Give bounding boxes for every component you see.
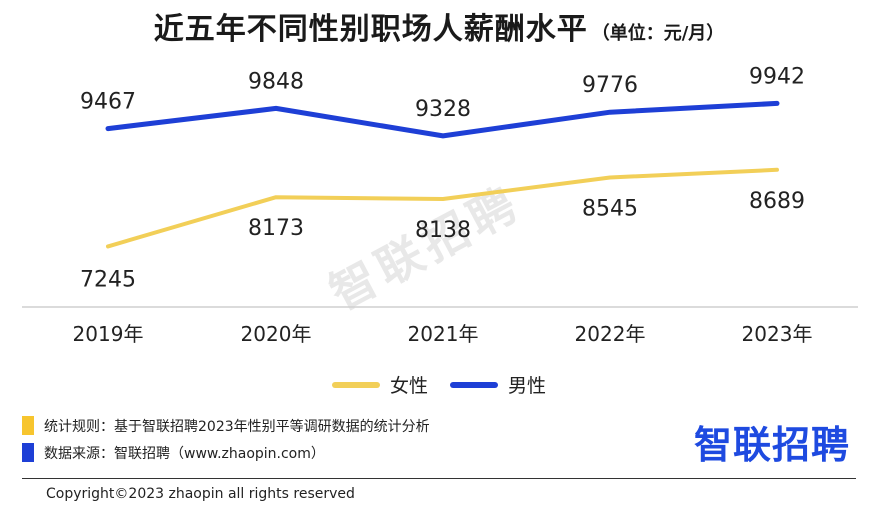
- unit-label: （单位：元/月）: [591, 23, 725, 44]
- chart-title: 近五年不同性别职场人薪酬水平: [153, 12, 588, 47]
- note-text: 数据来源：智联招聘（www.zhaopin.com）: [44, 445, 325, 462]
- chart-title-row: 近五年不同性别职场人薪酬水平 （单位：元/月）: [0, 4, 878, 48]
- note-marker-blue: [22, 443, 34, 462]
- legend-swatch-male: [450, 381, 498, 388]
- x-tick-label: 2023年: [742, 322, 813, 346]
- series-line-male: [105, 100, 780, 139]
- copyright-text: Copyright©2023 zhaopin all rights reserv…: [46, 486, 355, 502]
- data-label-female: 8173: [248, 216, 304, 241]
- series-line-female: [106, 167, 779, 249]
- legend-label-female: 女性: [389, 375, 428, 397]
- x-tick-label: 2022年: [575, 322, 646, 346]
- data-label-female: 8545: [582, 196, 638, 221]
- legend-label-male: 男性: [508, 375, 547, 397]
- data-label-female: 7245: [80, 267, 136, 292]
- note-data-source: 数据来源：智联招聘（www.zhaopin.com）: [22, 439, 430, 466]
- legend-item-female: 女性: [331, 371, 428, 398]
- data-label-male: 9776: [582, 73, 638, 98]
- legend: 女性 男性: [0, 371, 878, 398]
- data-label-male: 9328: [415, 97, 471, 122]
- line-chart: 2019年 2020年 2021年 2022年 2023年 9467 9848 9328 977…: [22, 64, 858, 346]
- notes: 统计规则：基于智联招聘2023年性别平等调研数据的统计分析 数据来源：智联招聘（…: [22, 412, 430, 466]
- footer-divider: [22, 478, 856, 479]
- legend-item-male: 男性: [450, 371, 546, 398]
- x-tick-label: 2021年: [408, 322, 479, 346]
- note-statistics-rule: 统计规则：基于智联招聘2023年性别平等调研数据的统计分析: [22, 412, 430, 439]
- data-label-male: 9942: [749, 64, 805, 89]
- data-label-female: 8689: [749, 189, 805, 214]
- note-marker-yellow: [22, 416, 34, 435]
- legend-swatch-female: [331, 381, 380, 388]
- brand-logo: 智联招聘: [693, 423, 850, 467]
- x-tick-label: 2019年: [73, 322, 144, 346]
- data-label-male: 9467: [80, 90, 136, 115]
- data-label-male: 9848: [248, 69, 304, 94]
- note-text: 统计规则：基于智联招聘2023年性别平等调研数据的统计分析: [44, 418, 430, 435]
- x-tick-label: 2020年: [241, 322, 312, 346]
- data-label-female: 8138: [415, 218, 471, 243]
